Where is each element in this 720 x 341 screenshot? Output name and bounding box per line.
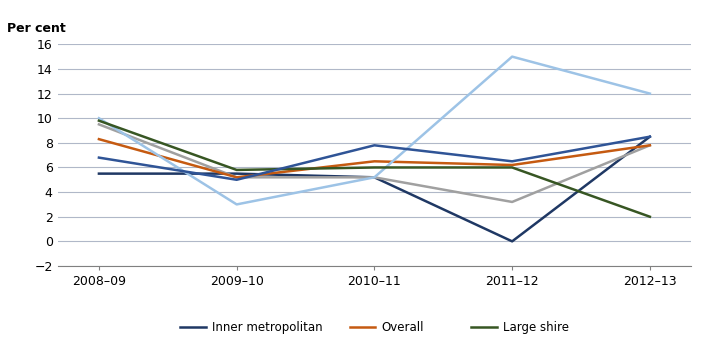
Line: Small shire: Small shire (99, 57, 650, 204)
Inner metropolitan (370, 175, 379, 179)
Outer metropolitan (646, 143, 654, 147)
Small shire (370, 175, 379, 179)
Large shire (646, 215, 654, 219)
Overall (646, 143, 654, 147)
Inner metropolitan (233, 172, 241, 176)
Line: Inner metropolitan: Inner metropolitan (99, 137, 650, 241)
Outer metropolitan (508, 200, 516, 204)
Large shire (370, 165, 379, 169)
Overall (233, 175, 241, 179)
Regional (94, 155, 103, 160)
Overall (94, 137, 103, 141)
Small shire (94, 116, 103, 120)
Inner metropolitan (94, 172, 103, 176)
Small shire (646, 91, 654, 95)
Text: Per cent: Per cent (7, 22, 66, 35)
Small shire (233, 202, 241, 206)
Regional (646, 135, 654, 139)
Small shire (508, 55, 516, 59)
Legend: Inner metropolitan, Outer metropolitan, Overall, Small shire, Large shire, Regio: Inner metropolitan, Outer metropolitan, … (180, 321, 569, 341)
Inner metropolitan (508, 239, 516, 243)
Regional (370, 143, 379, 147)
Large shire (94, 119, 103, 123)
Line: Overall: Overall (99, 139, 650, 177)
Large shire (233, 168, 241, 172)
Line: Outer metropolitan: Outer metropolitan (99, 124, 650, 202)
Outer metropolitan (94, 122, 103, 127)
Regional (508, 159, 516, 163)
Line: Regional: Regional (99, 137, 650, 180)
Large shire (508, 165, 516, 169)
Inner metropolitan (646, 135, 654, 139)
Outer metropolitan (233, 175, 241, 179)
Regional (233, 178, 241, 182)
Outer metropolitan (370, 175, 379, 179)
Overall (508, 163, 516, 167)
Line: Large shire: Large shire (99, 121, 650, 217)
Overall (370, 159, 379, 163)
